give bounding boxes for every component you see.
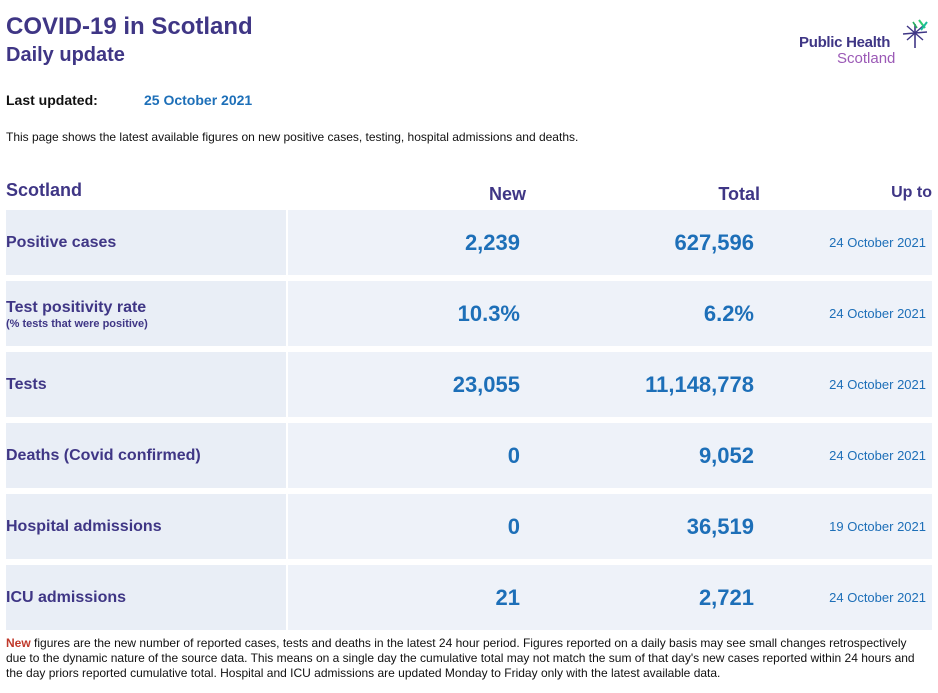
table-row: ICU admissions 21 2,721 24 October 2021 [6,565,932,630]
column-header-new: New [488,184,526,204]
page-subtitle: Daily update [6,44,125,66]
row-total-value: 6.2% [703,301,754,326]
row-label-cell [6,423,286,488]
row-data-cell [288,565,932,630]
row-new-value: 0 [507,514,520,539]
row-label: ICU admissions [6,589,127,606]
row-total-value: 11,148,778 [645,372,754,397]
row-up-to-date: 24 October 2021 [829,306,926,321]
row-label-cell [6,494,286,559]
row-up-to-date: 19 October 2021 [829,519,926,534]
column-header-region: Scotland [6,180,83,200]
row-label-cell [6,210,286,275]
row-new-value: 21 [495,585,520,610]
row-label-cell [6,352,286,417]
row-label: Deaths (Covid confirmed) [6,447,201,464]
row-new-value: 10.3% [457,301,520,326]
logo-text-scotland: Scotland [837,50,896,67]
row-data-cell [288,423,932,488]
footnote-new-word: New [6,636,31,650]
thistle-icon [902,19,928,48]
row-label-cell [6,565,286,630]
intro-text: This page shows the latest available fig… [6,130,579,144]
page-title: COVID-19 in Scotland [6,13,253,40]
table-row: Positive cases 2,239 627,596 24 October … [6,210,932,275]
row-new-value: 0 [507,443,520,468]
table-row: Deaths (Covid confirmed) 0 9,052 24 Octo… [6,423,932,488]
row-data-cell [288,210,932,275]
column-header-total: Total [718,184,760,204]
row-data-cell [288,352,932,417]
row-label: Test positivity rate [6,299,147,316]
column-header-up-to: Up to [891,184,932,201]
row-total-value: 627,596 [674,230,754,255]
footnote-text: figures are the new number of reported c… [6,636,915,680]
public-health-scotland-logo: Public Health Scotland [796,18,936,70]
row-total-value: 9,052 [698,443,754,468]
row-sublabel: (% tests that were positive) [6,318,148,330]
table-row: Tests 23,055 11,148,778 24 October 2021 [6,352,932,417]
table-row: Hospital admissions 0 36,519 19 October … [6,494,932,559]
row-total-value: 36,519 [686,514,754,539]
row-up-to-date: 24 October 2021 [829,590,926,605]
row-up-to-date: 24 October 2021 [829,235,926,250]
table-row: Test positivity rate (% tests that were … [6,281,932,346]
last-updated-label: Last updated: [6,92,98,108]
row-new-value: 2,239 [464,230,520,255]
row-data-cell [288,494,932,559]
row-label: Hospital admissions [6,518,162,535]
row-total-value: 2,721 [698,585,754,610]
row-data-cell [288,281,932,346]
last-updated-value: 25 October 2021 [144,92,253,108]
row-label-cell [6,281,286,346]
footnote: New figures are the new number of report… [6,636,926,681]
row-new-value: 23,055 [452,372,520,397]
row-label: Positive cases [6,234,117,251]
logo-text-public-health: Public Health [799,34,891,51]
row-up-to-date: 24 October 2021 [829,377,926,392]
row-label: Tests [6,376,47,393]
row-up-to-date: 24 October 2021 [829,448,926,463]
